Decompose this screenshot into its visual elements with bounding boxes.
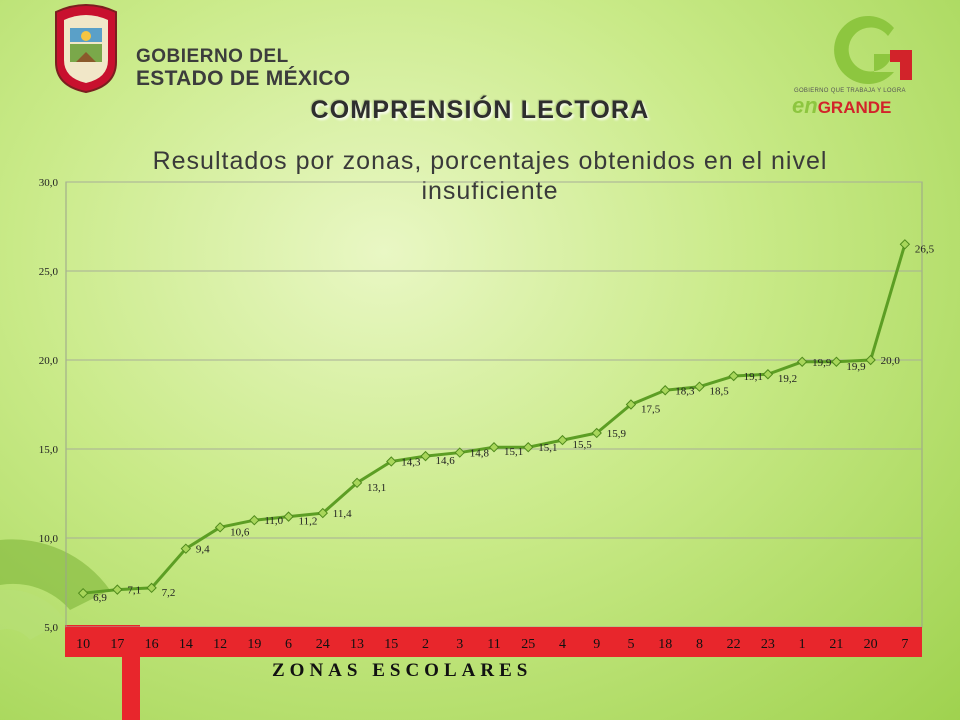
data-label: 6,9 <box>93 592 107 604</box>
y-tick-label: 15,0 <box>39 444 59 456</box>
data-point <box>112 584 123 595</box>
x-tick-label: 16 <box>145 637 159 652</box>
x-tick-label: 4 <box>559 637 566 652</box>
data-point <box>899 239 911 250</box>
data-label: 7,1 <box>127 585 141 597</box>
x-tick-label: 8 <box>696 637 703 652</box>
x-tick-label: 10 <box>76 637 90 652</box>
x-tick-label: 19 <box>247 637 261 652</box>
data-point <box>694 381 705 392</box>
data-point <box>865 354 876 366</box>
data-point <box>659 385 671 396</box>
deco-green-arc-inner <box>0 589 65 640</box>
data-point <box>180 543 192 554</box>
slide-title: COMPRENSIÓN LECTORA <box>310 96 650 124</box>
x-tick-label: 25 <box>521 637 535 652</box>
data-point <box>317 507 329 519</box>
government-name: GOBIERNO DEL ESTADO DE MÉXICO <box>136 46 350 90</box>
data-label: 15,9 <box>607 428 627 440</box>
x-axis-band <box>66 627 922 657</box>
data-point <box>488 442 500 453</box>
x-tick-label: 18 <box>658 637 672 652</box>
engrande-g-logo <box>834 16 912 85</box>
data-point <box>523 442 534 453</box>
data-label: 10,6 <box>230 526 250 538</box>
x-tick-label: 9 <box>593 637 600 652</box>
data-label: 14,3 <box>401 456 421 468</box>
x-tick-label: 13 <box>350 637 364 652</box>
x-tick-label: 11 <box>487 637 500 652</box>
data-point <box>146 582 157 594</box>
data-point <box>728 370 739 382</box>
brand-grande: GRANDE <box>817 98 892 117</box>
data-label: 14,6 <box>436 455 456 467</box>
data-label: 11,0 <box>264 515 283 527</box>
x-tick-label: 6 <box>285 637 292 652</box>
y-tick-label: 10,0 <box>39 533 59 545</box>
data-point <box>625 399 637 410</box>
data-label: 18,5 <box>709 386 729 398</box>
data-point <box>762 369 774 380</box>
x-tick-label: 14 <box>179 637 193 652</box>
gov-line-2: ESTADO DE MÉXICO <box>136 67 351 90</box>
series-line <box>82 243 907 595</box>
data-label: 15,1 <box>504 446 523 458</box>
data-point <box>831 356 842 367</box>
x-tick-label: 17 <box>110 637 124 652</box>
x-tick-label: 1 <box>799 637 806 652</box>
x-tick-label: 3 <box>456 637 463 652</box>
data-point <box>420 450 431 462</box>
data-point <box>386 456 397 467</box>
y-tick-label: 25,0 <box>39 266 59 278</box>
y-tick-label: 5,0 <box>44 622 58 634</box>
x-tick-label: 15 <box>384 637 398 652</box>
data-label: 19,1 <box>744 371 763 383</box>
data-label: 7,2 <box>162 587 176 599</box>
data-label: 15,5 <box>572 439 592 451</box>
brand-tagline: GOBIERNO QUE TRABAJA Y LOGRA <box>794 88 906 94</box>
gov-line-1: GOBIERNO DEL <box>136 46 289 67</box>
y-tick-label: 30,0 <box>39 177 59 189</box>
x-tick-label: 24 <box>316 637 330 652</box>
data-label: 19,9 <box>846 361 866 373</box>
data-point <box>557 434 568 446</box>
y-tick-label: 20,0 <box>39 355 59 367</box>
data-label: 17,5 <box>641 404 661 416</box>
state-shield-logo <box>55 4 117 94</box>
data-label: 19,2 <box>778 373 797 385</box>
data-label: 18,3 <box>675 385 695 397</box>
data-label: 9,4 <box>196 544 210 556</box>
data-point <box>796 356 808 367</box>
x-tick-label: 21 <box>829 637 843 652</box>
x-tick-label: 2 <box>422 637 429 652</box>
brand-wordmark: enGRANDE <box>792 93 891 119</box>
data-label: 19,9 <box>812 357 832 369</box>
plot-area <box>65 181 923 628</box>
data-point <box>351 477 363 489</box>
x-tick-label: 23 <box>761 637 775 652</box>
data-point <box>249 514 260 526</box>
x-tick-label: 7 <box>901 637 908 652</box>
x-tick-label: 12 <box>213 637 227 652</box>
data-point <box>283 511 294 522</box>
x-tick-label: 5 <box>627 637 634 652</box>
data-label: 13,1 <box>367 482 386 494</box>
brand-en: en <box>792 93 818 118</box>
data-label: 11,4 <box>333 508 352 520</box>
data-label: 11,2 <box>299 516 318 528</box>
data-point <box>214 522 226 533</box>
data-point <box>591 427 602 439</box>
chart-title: Resultados por zonas, porcentajes obteni… <box>152 147 828 205</box>
data-point <box>454 447 465 458</box>
data-point <box>77 587 89 599</box>
data-label: 15,1 <box>538 442 557 454</box>
data-label: 20,0 <box>881 355 901 367</box>
data-label: 26,5 <box>915 243 935 255</box>
x-tick-label: 22 <box>727 637 741 652</box>
data-label: 14,8 <box>470 448 490 460</box>
x-axis-label: ZONAS ESCOLARES <box>272 660 533 681</box>
x-tick-label: 20 <box>864 637 878 652</box>
